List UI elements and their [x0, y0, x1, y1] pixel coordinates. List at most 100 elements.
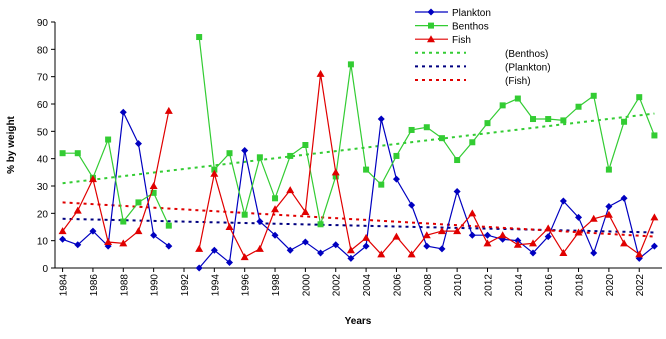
marker — [438, 245, 446, 253]
marker — [407, 250, 416, 258]
marker — [559, 248, 568, 256]
x-tick-label: 2018 — [575, 274, 586, 297]
marker — [210, 169, 219, 177]
marker — [134, 227, 143, 235]
marker — [211, 166, 218, 173]
marker — [453, 187, 461, 195]
marker — [226, 150, 233, 157]
marker — [513, 240, 522, 248]
marker — [650, 213, 659, 221]
marker — [331, 168, 340, 176]
marker — [316, 69, 325, 77]
marker — [196, 34, 203, 41]
marker — [392, 175, 400, 183]
marker — [271, 205, 280, 213]
marker — [347, 61, 354, 68]
marker — [651, 132, 658, 139]
marker — [483, 231, 491, 239]
marker — [514, 237, 522, 245]
marker — [59, 235, 67, 243]
trend-line — [62, 112, 655, 185]
marker — [272, 195, 279, 202]
marker — [530, 116, 537, 123]
marker — [423, 242, 431, 250]
marker — [438, 135, 445, 142]
marker — [620, 194, 628, 202]
marker — [377, 115, 385, 123]
x-tick-label: 2014 — [514, 274, 525, 297]
marker — [88, 175, 97, 183]
marker — [514, 95, 521, 102]
marker — [346, 246, 355, 254]
y-tick-label: 30 — [37, 182, 49, 193]
marker — [105, 136, 112, 143]
marker — [605, 166, 612, 173]
marker — [469, 139, 476, 146]
marker — [437, 227, 446, 235]
marker — [332, 241, 340, 249]
y-tick-label: 50 — [37, 127, 49, 138]
marker — [575, 213, 583, 221]
x-tick-label: 1998 — [271, 274, 282, 297]
marker — [332, 173, 339, 180]
marker — [59, 150, 66, 157]
x-tick-label: 1984 — [59, 274, 70, 297]
marker — [636, 94, 643, 101]
marker — [392, 232, 401, 240]
marker — [226, 259, 234, 267]
x-tick-label: 2016 — [544, 274, 555, 297]
marker — [378, 181, 385, 188]
marker — [286, 246, 294, 254]
x-tick-label: 2000 — [301, 274, 312, 297]
marker — [575, 103, 582, 110]
trend-line — [62, 217, 655, 234]
marker — [120, 218, 127, 225]
marker — [363, 166, 370, 173]
marker — [590, 92, 597, 99]
legend-label: Fish — [452, 35, 471, 46]
x-tick-label: 2022 — [635, 274, 646, 297]
marker — [302, 142, 309, 148]
marker — [195, 244, 204, 252]
marker — [544, 224, 553, 232]
marker — [408, 126, 415, 133]
marker — [195, 264, 203, 272]
x-tick-label: 1986 — [89, 274, 100, 297]
marker — [256, 154, 263, 161]
y-tick-label: 0 — [42, 264, 48, 275]
marker — [483, 239, 492, 247]
marker — [119, 108, 127, 116]
marker — [484, 120, 491, 127]
marker — [240, 253, 249, 261]
marker — [529, 239, 538, 247]
y-axis-label: % by weight — [6, 115, 17, 173]
x-tick-label: 1988 — [119, 274, 130, 297]
marker — [408, 201, 416, 209]
marker — [453, 227, 462, 235]
marker — [362, 242, 370, 250]
x-axis-label: Years — [345, 316, 372, 327]
marker — [544, 233, 552, 241]
marker — [301, 207, 310, 215]
legend-label: (Plankton) — [505, 62, 551, 73]
marker — [104, 238, 113, 246]
marker — [301, 238, 309, 246]
legend-label: (Benthos) — [505, 49, 548, 60]
y-tick-label: 10 — [37, 237, 49, 248]
x-tick-label: 2010 — [453, 274, 464, 297]
series-line — [62, 36, 655, 226]
marker — [590, 249, 598, 257]
marker — [164, 106, 173, 114]
marker — [286, 186, 295, 194]
y-tick-label: 70 — [37, 73, 49, 84]
y-tick-label: 90 — [37, 18, 49, 29]
marker — [559, 197, 567, 205]
marker — [165, 242, 173, 250]
marker — [73, 206, 82, 214]
marker — [362, 233, 371, 241]
legend-label: Benthos — [452, 22, 489, 33]
marker — [529, 249, 537, 257]
marker — [422, 231, 431, 239]
marker — [499, 102, 506, 109]
